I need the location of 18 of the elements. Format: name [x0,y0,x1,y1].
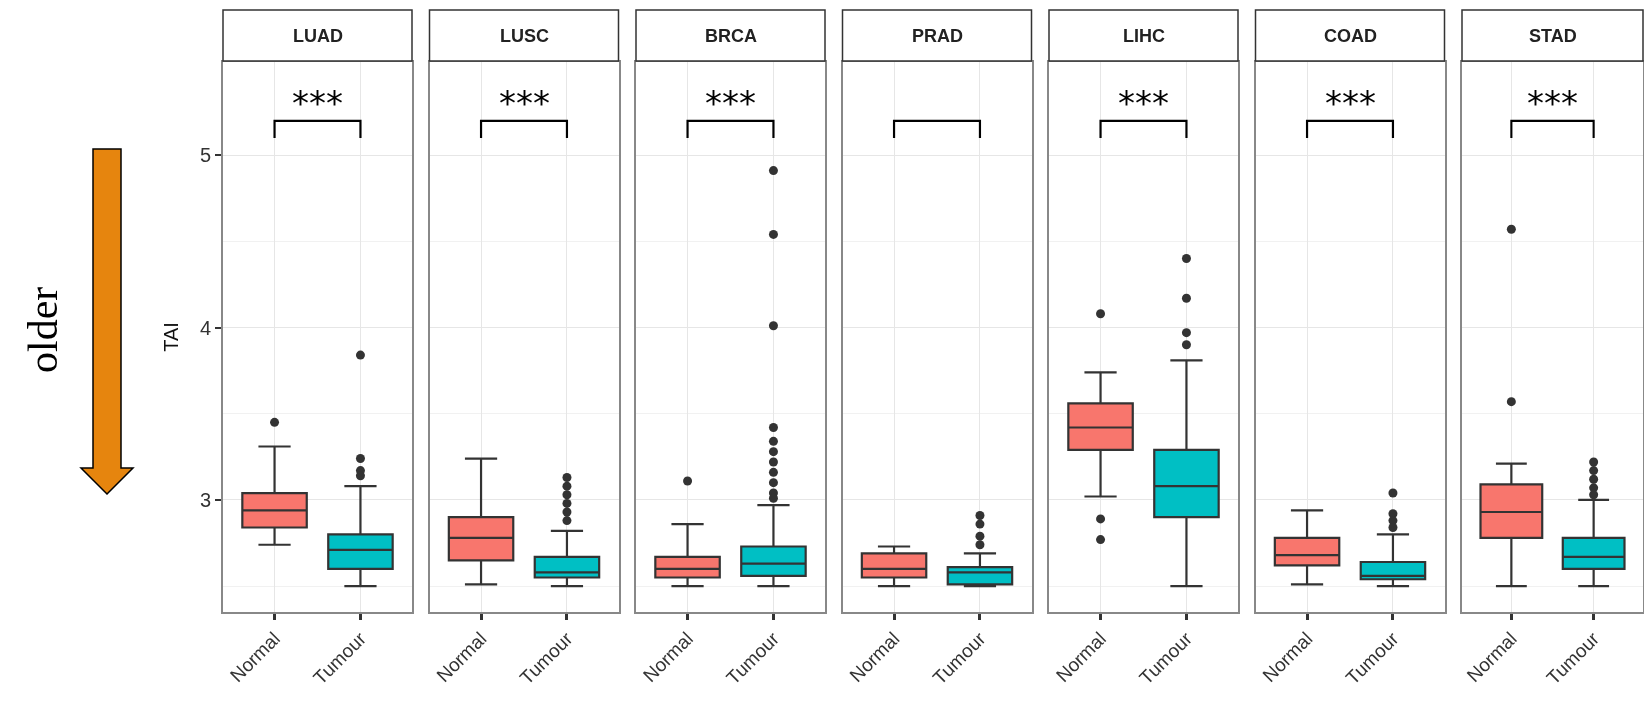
y-tick-label: 5 [199,144,211,167]
annotation: *** [292,83,343,123]
y-tick-label: 4 [199,316,211,339]
annotation: *** [1527,83,1578,123]
annotation: *** [1325,83,1376,123]
chart-title: LUSC [500,26,549,46]
chart-title: STAD [1529,26,1577,46]
annotation: *** [499,83,550,123]
chart-title: LIHC [1123,26,1165,46]
chart-title: COAD [1324,26,1377,46]
chart-title: PRAD [912,26,964,46]
chart-title: LUAD [293,26,343,46]
annotation: *** [705,83,756,123]
annotation: *** [1118,83,1169,123]
text: older [20,286,66,373]
y-axis-title: TAI [159,322,182,352]
y-tick-label: 3 [199,488,211,511]
chart-title: BRCA [705,26,757,46]
